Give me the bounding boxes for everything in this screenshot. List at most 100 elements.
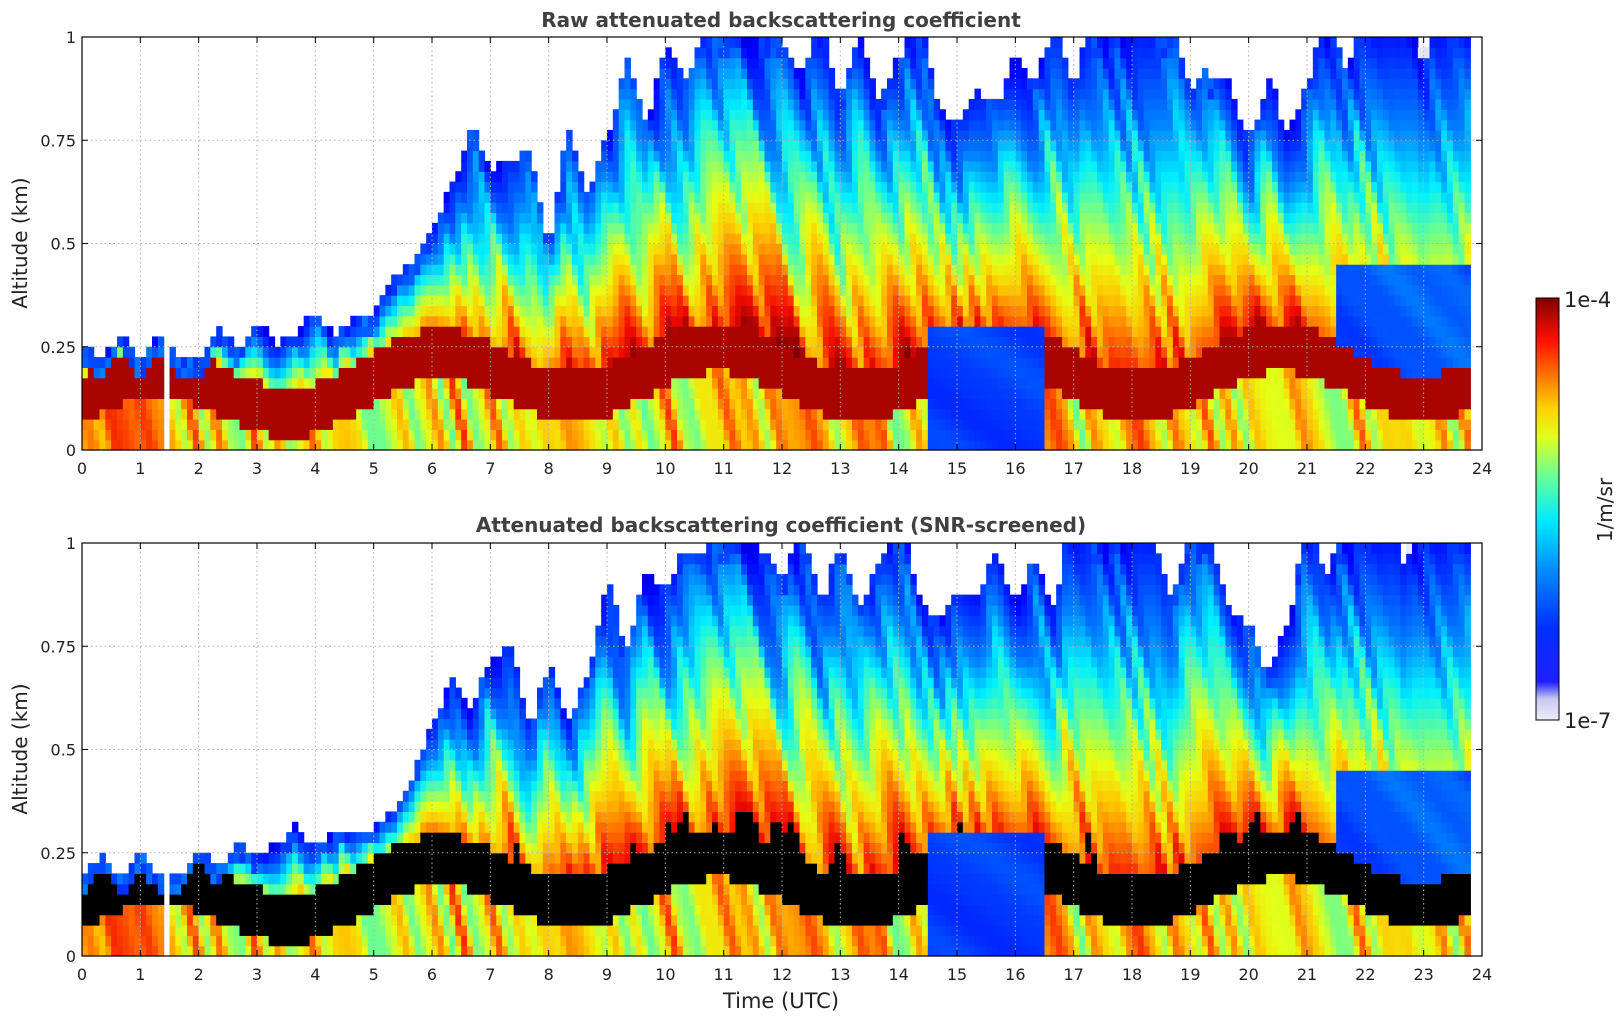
heatmap-cell xyxy=(607,439,614,451)
heatmap-cell xyxy=(467,150,474,162)
heatmap-cell xyxy=(484,429,491,441)
heatmap-cell xyxy=(898,88,906,100)
heatmap-cell xyxy=(863,212,871,224)
heatmap-cell xyxy=(828,150,836,162)
heatmap-cell xyxy=(618,98,626,110)
heatmap-cell xyxy=(315,419,322,430)
heatmap-cell xyxy=(542,408,550,420)
heatmap-cell xyxy=(793,295,801,307)
heatmap-cell xyxy=(986,326,993,338)
heatmap-cell xyxy=(671,357,678,368)
heatmap-cell xyxy=(776,57,783,69)
heatmap-cell xyxy=(1114,439,1121,451)
heatmap-cell xyxy=(146,367,153,379)
heatmap-cell xyxy=(776,253,783,265)
heatmap-cell xyxy=(869,398,876,410)
heatmap-cell xyxy=(432,284,439,296)
heatmap-cell xyxy=(892,233,900,245)
heatmap-cell xyxy=(1027,160,1034,172)
heatmap-cell xyxy=(420,336,427,348)
heatmap-cell xyxy=(881,181,888,193)
heatmap-cell xyxy=(659,419,666,430)
heatmap-cell xyxy=(706,47,713,59)
heatmap-cell xyxy=(887,181,894,193)
heatmap-cell xyxy=(1073,109,1081,121)
heatmap-cell xyxy=(916,336,923,348)
heatmap-cell xyxy=(875,419,882,430)
heatmap-cell xyxy=(315,439,322,451)
heatmap-cell xyxy=(787,171,795,183)
heatmap-cell xyxy=(1085,171,1092,183)
heatmap-cell xyxy=(105,346,112,358)
heatmap-cell xyxy=(916,408,923,420)
heatmap-cell xyxy=(828,388,836,399)
heatmap-cell xyxy=(665,326,672,338)
heatmap-cell xyxy=(881,243,888,255)
heatmap-cell xyxy=(607,305,614,317)
heatmap-cell xyxy=(811,274,818,286)
heatmap-cell xyxy=(916,419,923,430)
heatmap-cell xyxy=(1102,171,1110,183)
heatmap-cell xyxy=(677,377,684,389)
heatmap-cell xyxy=(735,367,742,379)
heatmap-cell xyxy=(659,284,666,296)
heatmap-cell xyxy=(542,419,550,430)
heatmap-cell xyxy=(933,284,941,296)
heatmap-cell xyxy=(869,419,876,430)
heatmap-cell xyxy=(1108,191,1116,203)
heatmap-cell xyxy=(1132,253,1139,265)
heatmap-cell xyxy=(1143,222,1151,234)
heatmap-cell xyxy=(1073,357,1081,368)
heatmap-cell xyxy=(467,274,474,286)
heatmap-cell xyxy=(373,326,381,338)
heatmap-cell xyxy=(1137,326,1145,338)
heatmap-cell xyxy=(717,295,725,307)
heatmap-cell xyxy=(1091,160,1098,172)
heatmap-cell xyxy=(1027,233,1034,245)
heatmap-cell xyxy=(583,264,591,276)
heatmap-cell xyxy=(484,264,491,276)
heatmap-cell xyxy=(537,377,544,389)
heatmap-cell xyxy=(782,315,789,327)
heatmap-cell xyxy=(688,346,696,358)
heatmap-cell xyxy=(233,388,241,399)
heatmap-cell xyxy=(659,274,666,286)
heatmap-cell xyxy=(560,439,567,451)
heatmap-cell xyxy=(332,377,340,389)
heatmap-cell xyxy=(554,284,561,296)
heatmap-cell xyxy=(898,57,906,69)
heatmap-cell xyxy=(502,191,509,203)
heatmap-cell xyxy=(624,388,631,399)
heatmap-cell xyxy=(548,439,556,451)
heatmap-cell xyxy=(338,429,346,441)
heatmap-cell xyxy=(857,346,865,358)
heatmap-cell xyxy=(1079,264,1086,276)
heatmap-cell xyxy=(811,408,818,420)
heatmap-cell xyxy=(729,119,736,131)
heatmap-cell xyxy=(671,119,678,131)
heatmap-cell xyxy=(933,295,941,307)
heatmap-cell xyxy=(397,284,404,296)
heatmap-cell xyxy=(986,264,993,276)
heatmap-cell xyxy=(589,274,596,286)
heatmap-cell xyxy=(612,202,620,214)
heatmap-cell xyxy=(595,181,602,193)
heatmap-cell xyxy=(502,212,509,224)
heatmap-cell xyxy=(449,274,456,286)
heatmap-cell xyxy=(432,357,439,368)
heatmap-cell xyxy=(128,367,136,379)
heatmap-cell xyxy=(671,377,678,389)
heatmap-cell xyxy=(87,429,95,441)
heatmap-cell xyxy=(554,388,561,399)
heatmap-cell xyxy=(420,367,427,379)
heatmap-cell xyxy=(980,109,987,121)
heatmap-cell xyxy=(904,160,911,172)
heatmap-cell xyxy=(1079,346,1086,358)
heatmap-cell xyxy=(904,150,911,162)
heatmap-cell xyxy=(204,388,211,399)
heatmap-cell xyxy=(420,284,427,296)
heatmap-cell xyxy=(653,336,661,348)
heatmap-cell xyxy=(402,336,410,348)
heatmap-cell xyxy=(1102,284,1110,296)
heatmap-cell xyxy=(1132,439,1139,451)
